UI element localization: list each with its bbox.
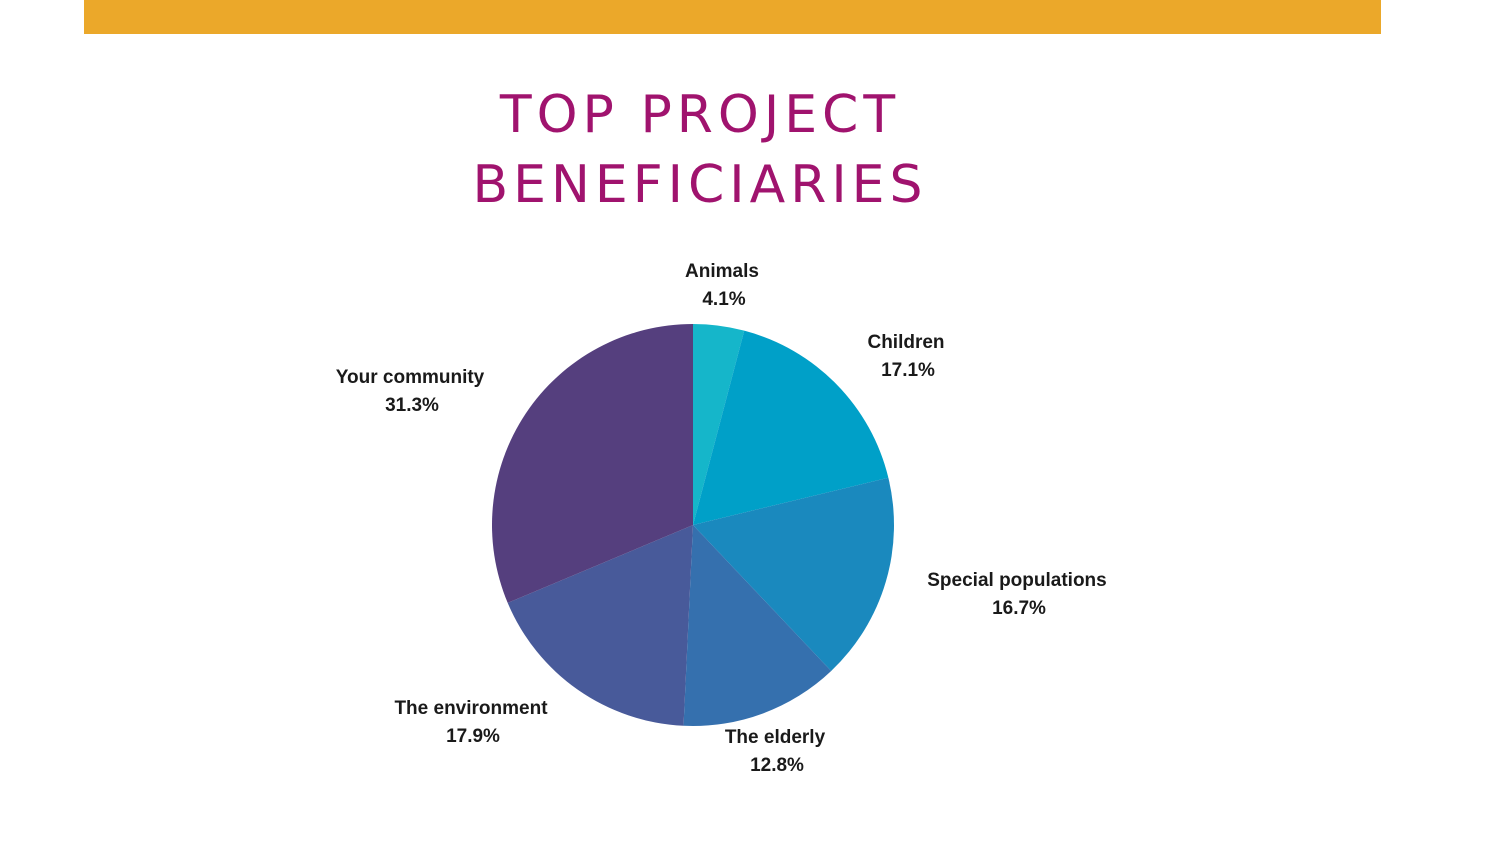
slice-value-special-populations: 16.7%	[992, 598, 1046, 619]
pie-labels: Animals 4.1% Children 17.1% Special populati…	[336, 261, 1107, 776]
slice-label-the-elderly: The elderly	[725, 727, 826, 748]
slice-value-animals: 4.1%	[702, 289, 745, 310]
pie-slices	[492, 324, 894, 727]
chart-title-line-1: TOP PROJECT	[499, 85, 901, 145]
slice-value-children: 17.1%	[881, 360, 935, 381]
slice-label-special-populations: Special populations	[927, 570, 1106, 591]
pie-slice-children	[693, 330, 889, 525]
chart-title: TOP PROJECT BENEFICIARIES	[440, 80, 960, 220]
pie-slice-animals	[693, 324, 745, 525]
slice-label-the-environment: The environment	[394, 698, 548, 719]
top-accent-bar	[84, 0, 1381, 34]
slice-value-your-community: 31.3%	[385, 395, 439, 416]
pie-slice-your-community	[492, 324, 693, 603]
pie-slice-special-populations	[693, 477, 894, 671]
slice-label-your-community: Your community	[336, 367, 485, 388]
pie-slice-the-environment	[507, 525, 693, 726]
slice-label-children: Children	[867, 332, 944, 353]
slice-value-the-elderly: 12.8%	[750, 755, 804, 776]
slice-value-the-environment: 17.9%	[446, 726, 500, 747]
chart-title-line-2: BENEFICIARIES	[472, 155, 928, 215]
slice-label-animals: Animals	[685, 261, 759, 282]
pie-slice-the-elderly	[683, 525, 832, 727]
